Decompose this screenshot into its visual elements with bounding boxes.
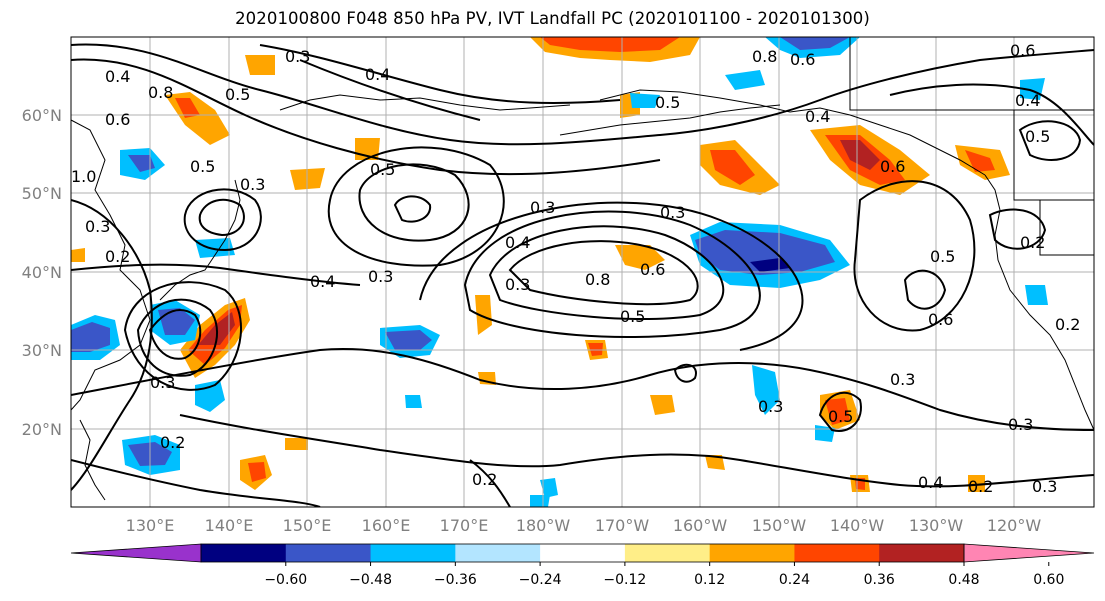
- coastline-asia: [71, 119, 151, 411]
- lon-label: 160°E: [362, 516, 411, 535]
- contour-label: 0.3: [285, 47, 310, 66]
- contour-label: 0.5: [190, 157, 215, 176]
- contour-label: 0.3: [85, 217, 110, 236]
- colorbar-tick-label: −0.36: [434, 572, 477, 588]
- contour-label: 0.5: [828, 407, 853, 426]
- colorbar-segment: [370, 544, 456, 562]
- colorbar-tick-label: −0.12: [603, 572, 646, 588]
- contour-label: 1.0: [71, 167, 96, 186]
- colorbar-segment: [285, 544, 372, 562]
- contour-label: 0.8: [585, 270, 610, 289]
- contour-label: 0.3: [505, 275, 530, 294]
- lon-label: 150°E: [283, 516, 332, 535]
- coastline-alaska: [599, 89, 986, 176]
- contour-label: 0.2: [160, 433, 185, 452]
- lon-label: 160°W: [673, 516, 728, 535]
- colorbar-extend-low: [70, 543, 202, 563]
- contour-label: 0.2: [472, 470, 497, 489]
- lon-label: 150°W: [752, 516, 807, 535]
- contour-label: 0.5: [225, 85, 250, 104]
- colorbar-segment: [794, 544, 880, 562]
- colorbar-tick-label: 0.12: [694, 572, 725, 588]
- gridlines: [71, 37, 1094, 507]
- map-frame: [70, 36, 1095, 508]
- contour-label: 0.4: [805, 107, 830, 126]
- contour-label: 0.6: [105, 110, 130, 129]
- lat-label-20n: 20°N: [22, 420, 62, 439]
- contour-label: 0.3: [758, 397, 783, 416]
- coastline-north-america: [984, 174, 1094, 431]
- colorbar-segment: [201, 544, 287, 562]
- colorbar-segment: [709, 544, 795, 562]
- contour-label: 0.6: [880, 157, 905, 176]
- contour-label: 0.5: [1025, 127, 1050, 146]
- contour-label: 0.3: [240, 175, 265, 194]
- contour-label: 0.5: [930, 247, 955, 266]
- contour-label: 0.6: [928, 310, 953, 329]
- contour-label: 0.3: [660, 203, 685, 222]
- lon-label: 120°W: [987, 516, 1042, 535]
- colorbar-tick-label: 0.36: [864, 572, 895, 588]
- contour-label: 0.4: [1015, 91, 1040, 110]
- contour-label: 0.2: [105, 247, 130, 266]
- colorbar-segment: [455, 544, 541, 562]
- coastline-siberia: [279, 94, 571, 111]
- contour-label: 0.4: [505, 233, 530, 252]
- lon-label: 170°W: [595, 516, 650, 535]
- contour-label: 0.3: [530, 198, 555, 217]
- contour-label: 0.5: [370, 160, 395, 179]
- contour-label: 0.8: [148, 83, 173, 102]
- colorbar-tick-labels: −0.60 −0.48 −0.36 −0.24 −0.12 0.12 0.24 0.36 0.4…: [264, 562, 1064, 588]
- lat-label-50n: 50°N: [22, 184, 62, 203]
- contour-label: 0.4: [310, 272, 335, 291]
- lon-label: 180°W: [516, 516, 571, 535]
- contour-label: 0.4: [365, 65, 390, 84]
- lat-label-60n: 60°N: [22, 106, 62, 125]
- coastline-aleutians: [559, 104, 781, 136]
- contour-label: 0.6: [1010, 41, 1035, 60]
- colorbar-tick-label: −0.60: [264, 572, 307, 588]
- contour-label: 0.2: [1055, 315, 1080, 334]
- colorbar-segment: [624, 544, 711, 562]
- contour-label: 0.4: [105, 67, 130, 86]
- contour-label: 0.5: [655, 93, 680, 112]
- contour-label: 0.3: [1008, 415, 1033, 434]
- colorbar-segment: [879, 544, 965, 562]
- colorbar: [70, 543, 1095, 563]
- colorbar-tick-label: −0.24: [519, 572, 562, 588]
- lon-label: 140°W: [830, 516, 885, 535]
- contour-label: 0.8: [752, 47, 777, 66]
- contour-labels: 0.4 0.5 0.8 0.6 1.0 0.3 0.2 0.5 0.3 0.4 …: [71, 41, 1080, 496]
- lat-label-30n: 30°N: [22, 341, 62, 360]
- contour-label: 0.3: [368, 267, 393, 286]
- coastline-philippines: [79, 419, 106, 501]
- lon-label: 130°W: [909, 516, 964, 535]
- shading-layer: [71, 37, 1048, 507]
- map-title: 2020100800 F048 850 hPa PV, IVT Landfall…: [235, 9, 870, 28]
- contours: [71, 43, 1094, 507]
- latitude-labels: 60°N 50°N 40°N 30°N 20°N: [22, 106, 62, 439]
- contour-label: 0.6: [790, 50, 815, 69]
- contour-label: 0.2: [1020, 233, 1045, 252]
- contour-label: 0.5: [620, 307, 645, 326]
- colorbar-segment: [540, 544, 626, 562]
- lat-label-40n: 40°N: [22, 263, 62, 282]
- colorbar-tick-label: 0.24: [779, 572, 810, 588]
- colorbar-outline: [200, 543, 965, 563]
- colorbar-extend-high: [963, 543, 1095, 563]
- lon-label: 170°E: [440, 516, 489, 535]
- contour-label: 0.3: [1032, 477, 1057, 496]
- contour-label: 0.3: [890, 370, 915, 389]
- contour-label: 0.3: [150, 373, 175, 392]
- longitude-labels: 130°E 140°E 150°E 160°E 170°E 180°W 170°…: [126, 516, 1042, 535]
- lon-label: 130°E: [126, 516, 175, 535]
- contour-label: 0.4: [918, 473, 943, 492]
- colorbar-tick-label: 0.60: [1033, 572, 1064, 588]
- colorbar-tick-label: 0.48: [948, 572, 979, 588]
- contour-label: 0.2: [968, 477, 993, 496]
- lon-label: 140°E: [205, 516, 254, 535]
- contour-label: 0.6: [640, 260, 665, 279]
- colorbar-tick-label: −0.48: [349, 572, 392, 588]
